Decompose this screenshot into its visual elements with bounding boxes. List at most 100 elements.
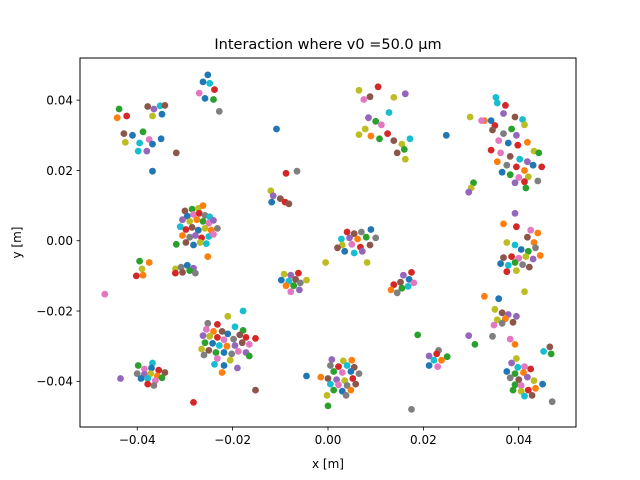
data-point [393, 149, 401, 157]
data-point [134, 362, 142, 369]
data-point [490, 321, 498, 329]
data-point [231, 342, 239, 349]
data-point [489, 126, 496, 134]
data-point [150, 105, 158, 113]
data-point [230, 335, 238, 343]
data-point [199, 218, 207, 225]
data-point [516, 155, 524, 163]
data-point [179, 269, 186, 276]
data-point [372, 234, 380, 242]
data-point [224, 330, 232, 338]
data-point [414, 331, 422, 339]
data-point [201, 339, 209, 347]
data-point [196, 239, 204, 246]
data-point [361, 125, 369, 133]
data-point [183, 261, 191, 269]
data-point [492, 94, 500, 101]
data-point [204, 319, 212, 327]
y-axis-label: y [m] [10, 227, 24, 259]
data-point [201, 95, 209, 102]
data-point [224, 312, 232, 320]
data-point [293, 167, 301, 175]
data-point [330, 386, 338, 394]
data-point [465, 332, 473, 339]
data-point [204, 71, 212, 79]
data-point [511, 259, 519, 266]
data-point [511, 381, 519, 389]
data-point [220, 362, 228, 369]
data-point [121, 138, 129, 146]
data-point [295, 269, 302, 277]
data-point [245, 352, 253, 360]
data-point [524, 138, 531, 146]
data-point [210, 217, 217, 224]
data-point [205, 347, 213, 354]
data-point [513, 355, 520, 362]
data-point [520, 369, 527, 376]
data-point [218, 369, 226, 376]
data-point [238, 339, 246, 347]
data-point [158, 374, 166, 382]
data-point [144, 380, 152, 388]
data-point [390, 94, 398, 101]
data-point [338, 235, 345, 243]
data-point [182, 239, 190, 246]
data-point [408, 406, 415, 413]
data-point [489, 332, 496, 340]
data-point [144, 103, 152, 110]
data-point [188, 224, 196, 231]
data-point [500, 130, 507, 138]
data-point [511, 179, 519, 187]
data-point [500, 254, 507, 261]
data-point [141, 365, 148, 373]
data-point [139, 128, 147, 136]
data-point [465, 188, 473, 196]
data-point [515, 376, 523, 383]
data-point [348, 240, 356, 248]
data-point [521, 363, 528, 370]
data-point [177, 263, 185, 271]
data-point [186, 267, 194, 274]
data-point [406, 135, 414, 143]
data-point [285, 200, 293, 208]
data-point [155, 366, 163, 374]
data-point [374, 83, 382, 91]
data-point [524, 373, 531, 381]
data-point [506, 335, 514, 343]
data-point [493, 99, 501, 107]
data-point [333, 376, 340, 383]
x-tick-label: 0.00 [315, 433, 342, 447]
data-point [203, 325, 210, 333]
data-point [188, 205, 196, 213]
data-point [354, 235, 361, 243]
data-point [215, 108, 223, 115]
data-point [521, 178, 528, 186]
data-point [378, 121, 385, 129]
data-point [397, 278, 404, 286]
data-point [521, 392, 528, 400]
data-point [500, 110, 507, 117]
data-point [214, 225, 221, 232]
data-point [493, 316, 501, 324]
data-point [215, 342, 223, 349]
data-point [524, 173, 532, 181]
data-point [242, 334, 250, 341]
data-point [338, 369, 346, 376]
y-tick-label: 0.02 [46, 164, 73, 178]
data-point [138, 265, 146, 273]
data-point [493, 158, 501, 166]
data-point [327, 362, 334, 369]
data-point [172, 240, 180, 248]
data-point [358, 247, 366, 255]
data-point [211, 361, 218, 368]
data-point [335, 381, 342, 389]
data-point [513, 312, 520, 320]
data-point [519, 116, 526, 123]
data-point [198, 345, 206, 353]
data-point [209, 340, 217, 347]
data-point [350, 249, 358, 257]
data-point [532, 384, 539, 392]
data-point [287, 288, 295, 296]
data-point [172, 149, 180, 157]
data-point [525, 263, 533, 271]
